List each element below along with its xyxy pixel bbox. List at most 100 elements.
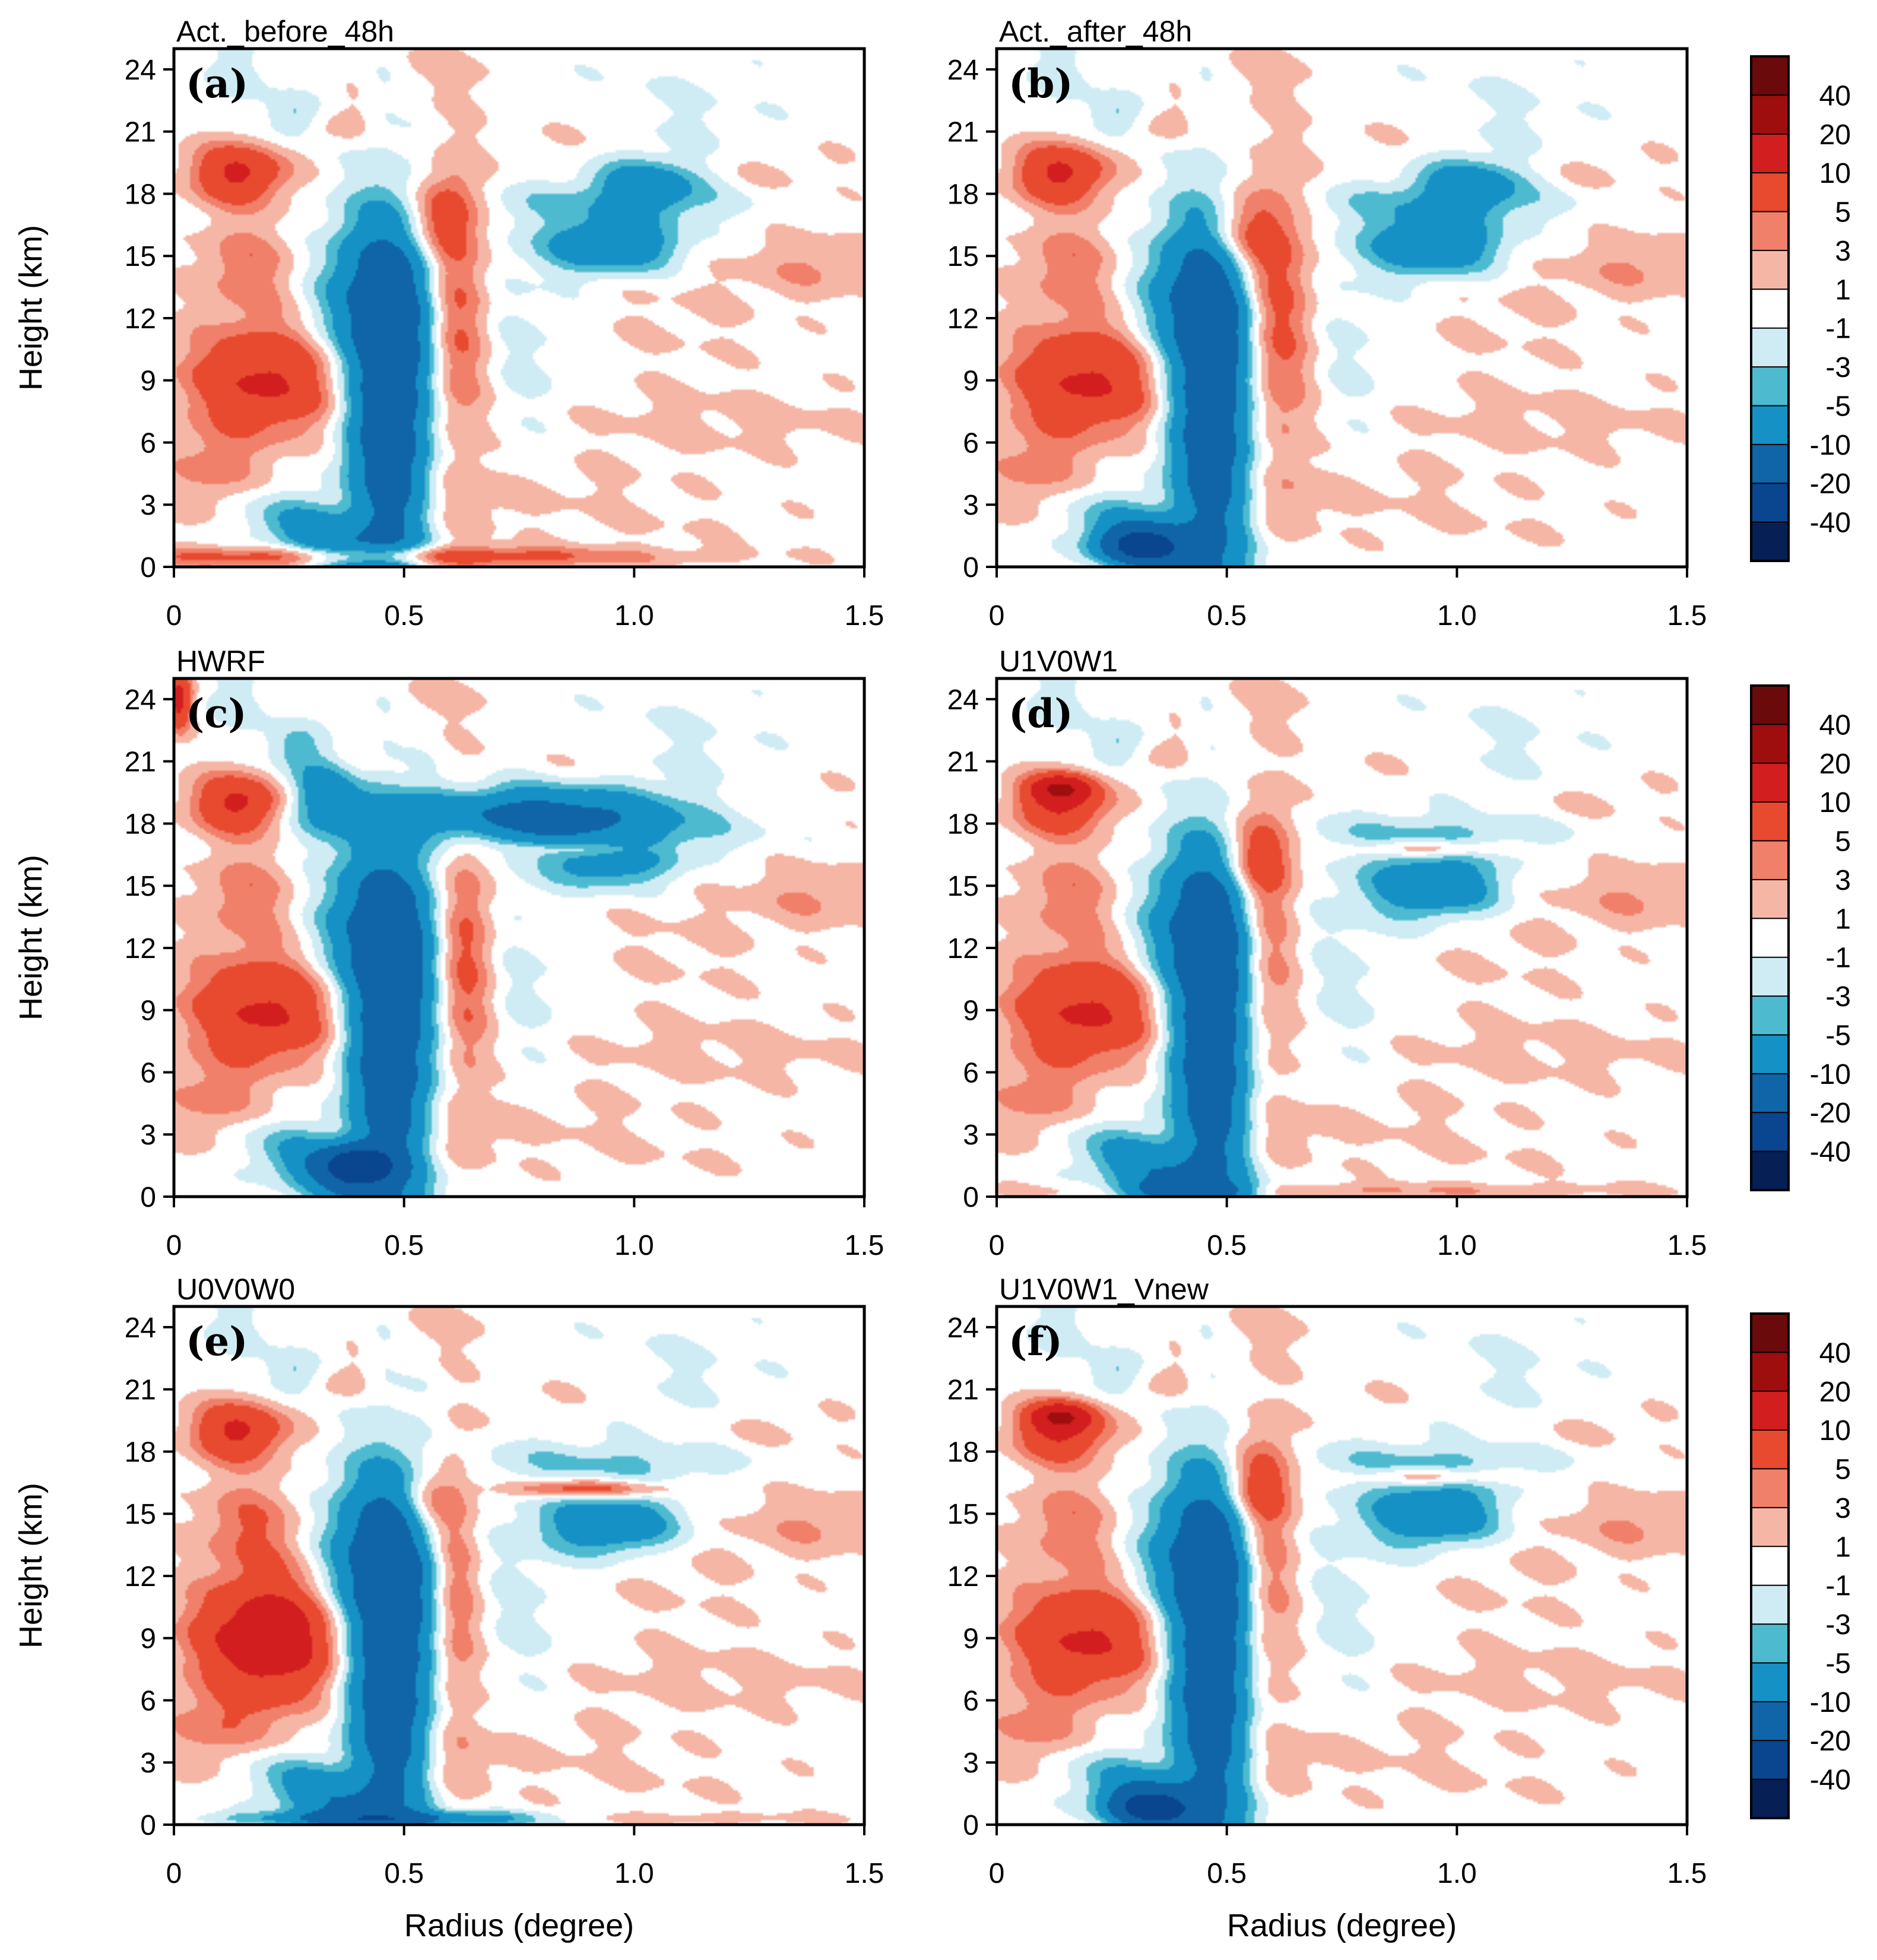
colorbar-label: 10 (1819, 787, 1851, 819)
colorbar-swatch (1751, 367, 1789, 406)
panel: 0 0.5 1.0 1.5 0 3 6 9 12 15 18 21 24 Act._after_48h (b… (947, 15, 1707, 632)
colorbar-swatch (1751, 996, 1789, 1035)
x-tick-label: 1.0 (614, 1858, 654, 1889)
colorbar-label: -20 (1810, 1726, 1851, 1757)
x-axis-label: Radius (degree) (1227, 1908, 1457, 1943)
colorbar-label: 1 (1835, 1531, 1851, 1563)
panel: 0 0.5 1.0 1.5 0 3 6 9 12 15 18 21 24 U1V0W1_Vnew (f) Ra… (947, 1273, 1707, 1943)
y-tick-label: 6 (140, 427, 156, 459)
colorbar-label: -1 (1825, 1571, 1851, 1602)
x-tick-label: 1.5 (1667, 600, 1707, 632)
y-tick-label: 21 (125, 1375, 156, 1406)
colorbar-swatch (1751, 289, 1789, 329)
colorbar-label: 5 (1835, 1454, 1851, 1486)
y-tick-label: 3 (963, 490, 979, 521)
colorbar-swatch (1751, 1391, 1789, 1431)
contour-field (174, 678, 864, 1197)
y-tick-label: 18 (947, 1436, 979, 1468)
colorbar-label: -40 (1810, 508, 1851, 539)
y-tick-label: 3 (140, 1119, 156, 1151)
x-tick-label: 1.0 (614, 1230, 654, 1261)
panel-title: U1V0W1_Vnew (999, 1273, 1209, 1306)
y-tick-label: 24 (947, 1312, 979, 1344)
y-tick-label: 15 (125, 1499, 156, 1530)
x-tick-label: 1.5 (845, 1858, 884, 1889)
y-tick-label: 6 (963, 1685, 979, 1717)
colorbar-label: 3 (1835, 1493, 1851, 1524)
y-tick-label: 12 (947, 933, 979, 965)
colorbar-frame (1750, 55, 1790, 562)
y-tick-label: 15 (125, 871, 156, 902)
colorbar-label: 5 (1835, 197, 1851, 229)
colorbar-label: -20 (1810, 468, 1851, 500)
panels: 0 0.5 1.0 1.5 0 3 6 9 12 15 18 21 24 Act._before_48h (… (13, 15, 1707, 1943)
y-tick-label: 0 (140, 1182, 156, 1213)
y-tick-label: 6 (140, 1057, 156, 1089)
x-tick-label: 0 (989, 1230, 1005, 1261)
colorbar-swatch (1751, 1546, 1789, 1586)
y-tick-label: 21 (947, 117, 979, 148)
panel: 0 0.5 1.0 1.5 0 3 6 9 12 15 18 21 24 HWRF (c) Height (k… (13, 645, 884, 1261)
x-tick-label: 1.5 (845, 600, 884, 632)
x-tick-label: 0.5 (1207, 1858, 1247, 1889)
y-tick-label: 24 (125, 55, 156, 86)
colorbar-swatch (1751, 1585, 1789, 1625)
y-tick-label: 18 (947, 808, 979, 840)
panel: 0 0.5 1.0 1.5 0 3 6 9 12 15 18 21 24 U0V0W0 (e) Height … (13, 1273, 884, 1943)
plot-frame (995, 677, 1689, 1198)
y-tick-label: 24 (947, 684, 979, 716)
colorbar-label: 40 (1819, 1337, 1851, 1369)
colorbar-swatch (1751, 879, 1789, 919)
colorbar-label: -3 (1825, 352, 1851, 383)
panel-label: (d) (1009, 690, 1073, 737)
colorbar-swatch (1751, 522, 1789, 562)
colorbar-swatch (1751, 250, 1789, 290)
colorbar-swatch (1751, 483, 1789, 523)
panel-label: (e) (186, 1318, 248, 1365)
x-tick-label: 1.0 (614, 600, 654, 632)
colorbar-label: -3 (1825, 981, 1851, 1013)
colorbar-label: 5 (1835, 826, 1851, 858)
y-tick-label: 6 (140, 1685, 156, 1717)
plot-frame (172, 1305, 866, 1826)
colorbars: 40 20 10 5 3 1 -1 -3 -5 -10 -20 -40 40 20 10 5 3 1 -1 -3 -5 -… (1750, 55, 1851, 1819)
x-tick-label: 0.5 (1207, 1230, 1247, 1261)
colorbar-label: 20 (1819, 1377, 1851, 1408)
colorbar-swatch (1751, 763, 1789, 803)
y-tick-label: 18 (947, 179, 979, 210)
panel: 0 0.5 1.0 1.5 0 3 6 9 12 15 18 21 24 Act._before_48h (… (13, 15, 884, 632)
colorbar-swatch (1751, 134, 1789, 173)
colorbar: 40 20 10 5 3 1 -1 -3 -5 -10 -20 -40 (1750, 684, 1851, 1191)
contour-field (174, 49, 864, 567)
y-tick-label: 12 (125, 1561, 156, 1593)
colorbar-label: -3 (1825, 1609, 1851, 1641)
colorbar-label: 10 (1819, 158, 1851, 189)
colorbar-swatch (1751, 1507, 1789, 1547)
colorbar-label: -40 (1810, 1765, 1851, 1796)
colorbar-swatch (1751, 1112, 1789, 1152)
panel-title: HWRF (176, 645, 265, 678)
y-axis-label: Height (km) (13, 855, 49, 1020)
colorbar-label: 3 (1835, 865, 1851, 896)
y-tick-label: 18 (125, 1436, 156, 1468)
x-tick-label: 0 (989, 600, 1005, 632)
y-tick-label: 21 (947, 1375, 979, 1406)
y-axis-label: Height (km) (13, 225, 49, 391)
y-tick-label: 9 (140, 995, 156, 1027)
y-tick-label: 12 (125, 933, 156, 965)
y-tick-label: 0 (140, 552, 156, 583)
panel-label: (c) (186, 690, 247, 737)
y-tick-label: 9 (963, 1623, 979, 1655)
colorbar-label: 10 (1819, 1415, 1851, 1447)
colorbar-swatch (1751, 1740, 1789, 1780)
y-tick-label: 18 (125, 808, 156, 840)
panel-title: U1V0W1 (999, 645, 1118, 678)
colorbar-label: -20 (1810, 1098, 1851, 1129)
colorbar-swatch (1751, 56, 1789, 96)
colorbar-swatch (1751, 1469, 1789, 1508)
y-tick-label: 24 (125, 684, 156, 716)
colorbar-swatch (1751, 686, 1789, 725)
colorbar-label: 40 (1819, 80, 1851, 112)
colorbar-swatch (1751, 1035, 1789, 1074)
panel-title: Act._before_48h (176, 15, 394, 48)
